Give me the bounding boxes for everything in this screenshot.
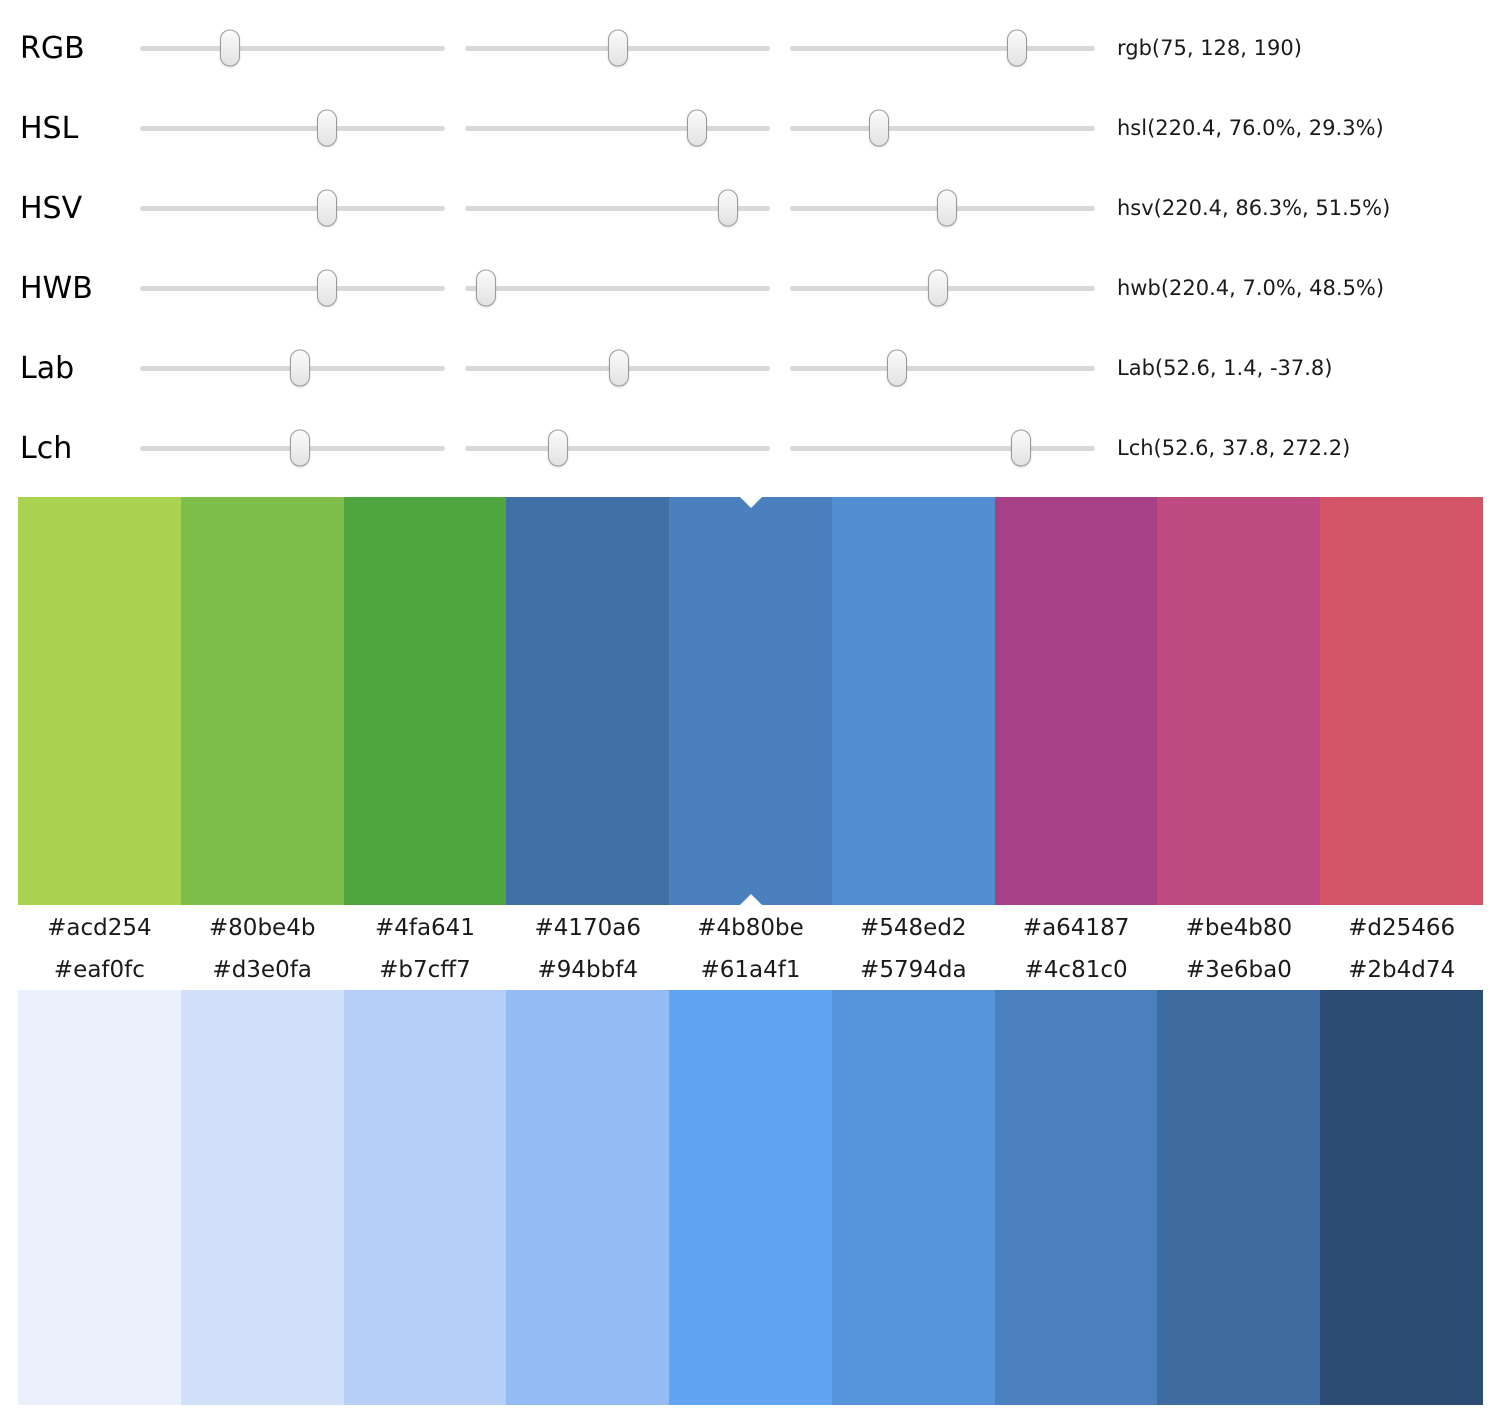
slider-hwb-h[interactable]	[140, 269, 445, 307]
tint-swatch[interactable]	[180, 990, 344, 1405]
slider-thumb[interactable]	[886, 349, 907, 387]
slider-value-rgb: rgb(75, 128, 190)	[1117, 36, 1302, 60]
slider-row-label-lab: Lab	[20, 350, 75, 386]
hex-label: #61a4f1	[700, 957, 801, 983]
slider-thumb[interactable]	[548, 429, 569, 467]
hex-label: #80be4b	[208, 914, 316, 941]
hex-label: #b7cff7	[379, 957, 471, 983]
slider-rgb-r[interactable]	[140, 29, 445, 67]
hue-swatch[interactable]	[831, 497, 995, 905]
slider-lch-c[interactable]	[465, 429, 770, 467]
slider-value-lab: Lab(52.6, 1.4, -37.8)	[1117, 356, 1333, 380]
hex-label: #4170a6	[534, 914, 641, 941]
slider-hsv-h[interactable]	[140, 189, 445, 227]
hue-swatch[interactable]	[669, 497, 832, 905]
hue-swatch[interactable]	[1320, 497, 1484, 905]
hex-label: #2b4d74	[1348, 957, 1456, 983]
hex-label: #5794da	[860, 957, 967, 983]
slider-value-hsl: hsl(220.4, 76.0%, 29.3%)	[1117, 116, 1384, 140]
slider-hsl-s[interactable]	[465, 109, 770, 147]
hue-swatch[interactable]	[343, 497, 507, 905]
tint-swatch[interactable]	[669, 990, 832, 1405]
slider-thumb[interactable]	[316, 269, 337, 307]
hex-label: #d25466	[1348, 914, 1456, 941]
tint-palette	[18, 990, 1484, 1405]
slider-thumb[interactable]	[609, 349, 630, 387]
slider-hsv-s[interactable]	[465, 189, 770, 227]
hex-label: #4fa641	[374, 914, 475, 941]
slider-row-lch: Lch Lch(52.6, 37.8, 272.2)	[20, 408, 1501, 488]
slider-thumb[interactable]	[718, 189, 739, 227]
slider-row-label-rgb: RGB	[20, 30, 85, 66]
slider-row-lab: Lab Lab(52.6, 1.4, -37.8)	[20, 328, 1501, 408]
slider-row-label-hsv: HSV	[20, 190, 83, 226]
slider-hwb-w[interactable]	[465, 269, 770, 307]
slider-hsv-v[interactable]	[790, 189, 1095, 227]
tint-palette-labels: #eaf0fc #d3e0fa #b7cff7 #94bbf4 #61a4f1 …	[18, 950, 1483, 990]
slider-hsl-h[interactable]	[140, 109, 445, 147]
hex-label: #94bbf4	[537, 957, 638, 983]
slider-lch-l[interactable]	[140, 429, 445, 467]
slider-hwb-b[interactable]	[790, 269, 1095, 307]
slider-rgb-g[interactable]	[465, 29, 770, 67]
hue-palette	[18, 497, 1484, 905]
hex-label: #d3e0fa	[212, 957, 312, 983]
hue-swatch[interactable]	[506, 497, 670, 905]
slider-thumb[interactable]	[927, 269, 948, 307]
hue-palette-labels: #acd254 #80be4b #4fa641 #4170a6 #4b80be …	[18, 905, 1483, 950]
slider-row-hsl: HSL hsl(220.4, 76.0%, 29.3%)	[20, 88, 1501, 168]
slider-thumb[interactable]	[686, 109, 707, 147]
color-sliders-panel: RGB rgb(75, 128, 190) HSL hsl(220.4, 76.…	[0, 0, 1501, 488]
slider-thumb[interactable]	[476, 269, 497, 307]
slider-lch-h[interactable]	[790, 429, 1095, 467]
tint-swatch[interactable]	[1157, 990, 1321, 1405]
slider-value-hwb: hwb(220.4, 7.0%, 48.5%)	[1117, 276, 1385, 300]
slider-thumb[interactable]	[937, 189, 958, 227]
slider-row-label-hwb: HWB	[20, 270, 93, 306]
hex-label: #4b80be	[697, 914, 804, 941]
hex-label: #eaf0fc	[53, 957, 145, 983]
hex-label: #a64187	[1022, 914, 1130, 941]
slider-hsl-l[interactable]	[790, 109, 1095, 147]
hex-label: #be4b80	[1185, 914, 1293, 941]
slider-thumb[interactable]	[1007, 29, 1028, 67]
tint-swatch[interactable]	[18, 990, 181, 1405]
slider-thumb[interactable]	[219, 29, 240, 67]
slider-row-hsv: HSV hsv(220.4, 86.3%, 51.5%)	[20, 168, 1501, 248]
slider-thumb[interactable]	[290, 429, 311, 467]
hue-swatch[interactable]	[994, 497, 1158, 905]
slider-row-rgb: RGB rgb(75, 128, 190)	[20, 8, 1501, 88]
hue-swatch[interactable]	[18, 497, 181, 905]
slider-thumb[interactable]	[869, 109, 890, 147]
slider-row-label-lch: Lch	[20, 430, 73, 466]
hue-swatch[interactable]	[180, 497, 344, 905]
hex-label: #4c81c0	[1024, 957, 1128, 983]
tint-swatch[interactable]	[506, 990, 670, 1405]
slider-value-hsv: hsv(220.4, 86.3%, 51.5%)	[1117, 196, 1391, 220]
tint-swatch[interactable]	[1320, 990, 1484, 1405]
slider-lab-a[interactable]	[465, 349, 770, 387]
slider-lab-l[interactable]	[140, 349, 445, 387]
hex-label: #548ed2	[860, 914, 967, 941]
slider-thumb[interactable]	[1010, 429, 1031, 467]
tint-swatch[interactable]	[343, 990, 507, 1405]
slider-lab-b[interactable]	[790, 349, 1095, 387]
palettes-panel: #acd254 #80be4b #4fa641 #4170a6 #4b80be …	[0, 497, 1501, 1405]
slider-thumb[interactable]	[316, 109, 337, 147]
slider-value-lch: Lch(52.6, 37.8, 272.2)	[1117, 436, 1351, 460]
slider-thumb[interactable]	[608, 29, 629, 67]
tint-swatch[interactable]	[831, 990, 995, 1405]
tint-swatch[interactable]	[994, 990, 1158, 1405]
slider-rgb-b[interactable]	[790, 29, 1095, 67]
hex-label: #acd254	[47, 914, 152, 941]
hex-label: #3e6ba0	[1185, 957, 1292, 983]
slider-thumb[interactable]	[316, 189, 337, 227]
slider-row-hwb: HWB hwb(220.4, 7.0%, 48.5%)	[20, 248, 1501, 328]
slider-thumb[interactable]	[290, 349, 311, 387]
hue-swatch[interactable]	[1157, 497, 1321, 905]
slider-row-label-hsl: HSL	[20, 110, 79, 146]
